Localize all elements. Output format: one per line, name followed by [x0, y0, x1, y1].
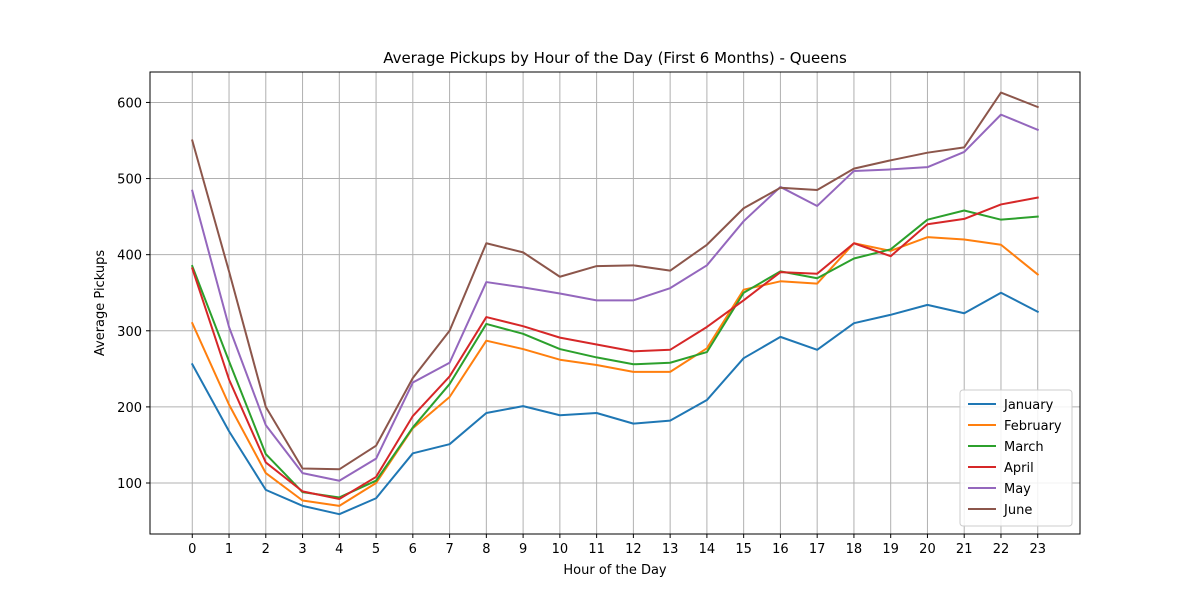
- y-tick-label: 500: [117, 173, 142, 188]
- legend-label: April: [1004, 461, 1034, 476]
- x-axis-ticks: 0 1 2 3 4 5 6 7 8 9 10 11 12 13 14 15 16 17 18 19 20 21 22 23: [188, 534, 1046, 557]
- legend: January February March April May June: [959, 389, 1073, 527]
- x-tick-label: 8: [482, 542, 490, 557]
- series-line-may: [191, 113, 1040, 482]
- x-tick-label: 16: [772, 542, 789, 557]
- legend-label: January: [1003, 398, 1054, 413]
- plot-frame: [149, 71, 1081, 535]
- legend-label: February: [1004, 419, 1062, 434]
- x-tick-label: 4: [335, 542, 343, 557]
- x-tick-label: 15: [735, 542, 752, 557]
- y-axis-ticks: 100 200 300 400 500 600: [117, 96, 150, 492]
- y-tick-label: 600: [117, 96, 142, 111]
- series-line-february: [190, 236, 1040, 507]
- y-tick-label: 200: [117, 401, 142, 416]
- chart-title: Average Pickups by Hour of the Day (Firs…: [383, 49, 847, 67]
- y-tick-label: 400: [117, 249, 142, 264]
- grid: [150, 72, 1080, 534]
- series-line-january: [190, 291, 1040, 516]
- x-tick-label: 10: [552, 542, 569, 557]
- x-tick-label: 2: [262, 542, 270, 557]
- series-line-june: [191, 91, 1040, 471]
- series-lines: [190, 91, 1040, 516]
- series-line-april: [191, 196, 1039, 500]
- y-tick-label: 300: [117, 325, 142, 340]
- series-line-march: [190, 209, 1039, 499]
- y-axis-label: Average Pickups: [93, 250, 108, 356]
- x-tick-label: 17: [809, 542, 826, 557]
- x-tick-label: 23: [1029, 542, 1046, 557]
- x-tick-label: 22: [993, 542, 1010, 557]
- x-tick-label: 6: [409, 542, 417, 557]
- x-axis-label: Hour of the Day: [563, 563, 667, 578]
- legend-label: March: [1004, 440, 1044, 455]
- x-tick-label: 20: [919, 542, 936, 557]
- y-tick-label: 100: [117, 477, 142, 492]
- legend-label: May: [1004, 482, 1031, 497]
- x-tick-label: 12: [625, 542, 642, 557]
- x-tick-label: 11: [588, 542, 605, 557]
- x-tick-label: 9: [519, 542, 527, 557]
- x-tick-label: 7: [445, 542, 453, 557]
- x-tick-label: 5: [372, 542, 380, 557]
- x-tick-label: 21: [956, 542, 973, 557]
- x-tick-label: 13: [662, 542, 679, 557]
- x-tick-label: 18: [846, 542, 863, 557]
- x-tick-label: 14: [699, 542, 716, 557]
- x-tick-label: 19: [882, 542, 899, 557]
- x-tick-label: 1: [225, 542, 233, 557]
- x-tick-label: 0: [188, 542, 196, 557]
- x-tick-label: 3: [298, 542, 306, 557]
- legend-label: June: [1003, 503, 1032, 518]
